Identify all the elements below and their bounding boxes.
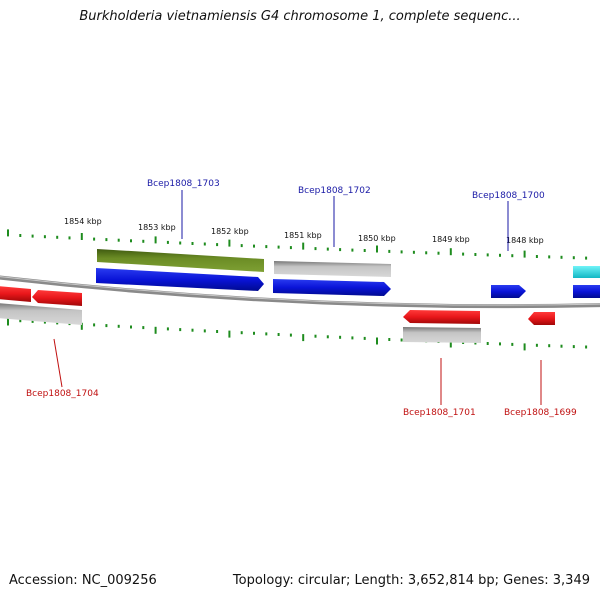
scale-label-1853: 1853 kbp: [138, 223, 176, 232]
scale-label-1854: 1854 kbp: [64, 217, 102, 226]
feature-bcep1808-1703-green[interactable]: [97, 249, 264, 272]
gene-label-bcep1808-1704[interactable]: Bcep1808_1704: [26, 389, 99, 399]
gene-label-bcep1808-1702[interactable]: Bcep1808_1702: [298, 186, 371, 196]
cds-reverse-bcep1808-1704[interactable]: [32, 290, 82, 306]
scale-label-1849: 1849 kbp: [432, 235, 470, 244]
feature-bcep1808-1702-gray[interactable]: [274, 261, 391, 277]
leader-line-bcep1808-1704: [53, 338, 63, 388]
cds-reverse-bcep1808-1701[interactable]: [403, 310, 480, 324]
cds-forward-bcep1808-1700[interactable]: [491, 285, 526, 298]
scale-label-1851: 1851 kbp: [284, 231, 322, 240]
scale-label-1850: 1850 kbp: [358, 234, 396, 243]
cds-forward-bcep1808-1703[interactable]: [96, 268, 264, 291]
genome-summary-text: Topology: circular; Length: 3,652,814 bp…: [232, 573, 590, 588]
scale-label-1852: 1852 kbp: [211, 227, 249, 236]
chromosome-backbone: [0, 275, 600, 309]
cds-reverse-bcep1808-1699[interactable]: [528, 312, 555, 325]
accession-text: Accession: NC_009256: [9, 573, 157, 588]
cds-forward-bcep1808-1702[interactable]: [273, 279, 391, 296]
reverse-tick-track: [7, 318, 588, 351]
map-title: Burkholderia vietnamiensis G4 chromosome…: [79, 9, 521, 24]
cds-forward-partial-right[interactable]: [573, 285, 600, 298]
forward-tick-track: [7, 229, 588, 260]
feature-bcep1808-1704-gray[interactable]: [0, 303, 82, 325]
gene-label-bcep1808-1703[interactable]: Bcep1808_1703: [147, 179, 220, 189]
gene-label-bcep1808-1700[interactable]: Bcep1808_1700: [472, 191, 545, 201]
chromosome-backbone-highlight: [0, 276, 600, 306]
gene-label-bcep1808-1701[interactable]: Bcep1808_1701: [403, 408, 476, 418]
feature-bcep1808-1701-gray[interactable]: [403, 327, 481, 343]
feature-cyan-partial[interactable]: [573, 266, 600, 278]
scale-label-1848: 1848 kbp: [506, 236, 544, 245]
cds-reverse-partial-left[interactable]: [0, 286, 31, 302]
gene-label-bcep1808-1699[interactable]: Bcep1808_1699: [504, 408, 577, 418]
